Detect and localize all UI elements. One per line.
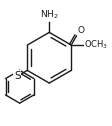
Text: NH$_2$: NH$_2$	[40, 9, 58, 21]
Text: OCH$_3$: OCH$_3$	[84, 39, 108, 51]
Text: O: O	[76, 26, 83, 35]
Text: S: S	[14, 71, 20, 81]
